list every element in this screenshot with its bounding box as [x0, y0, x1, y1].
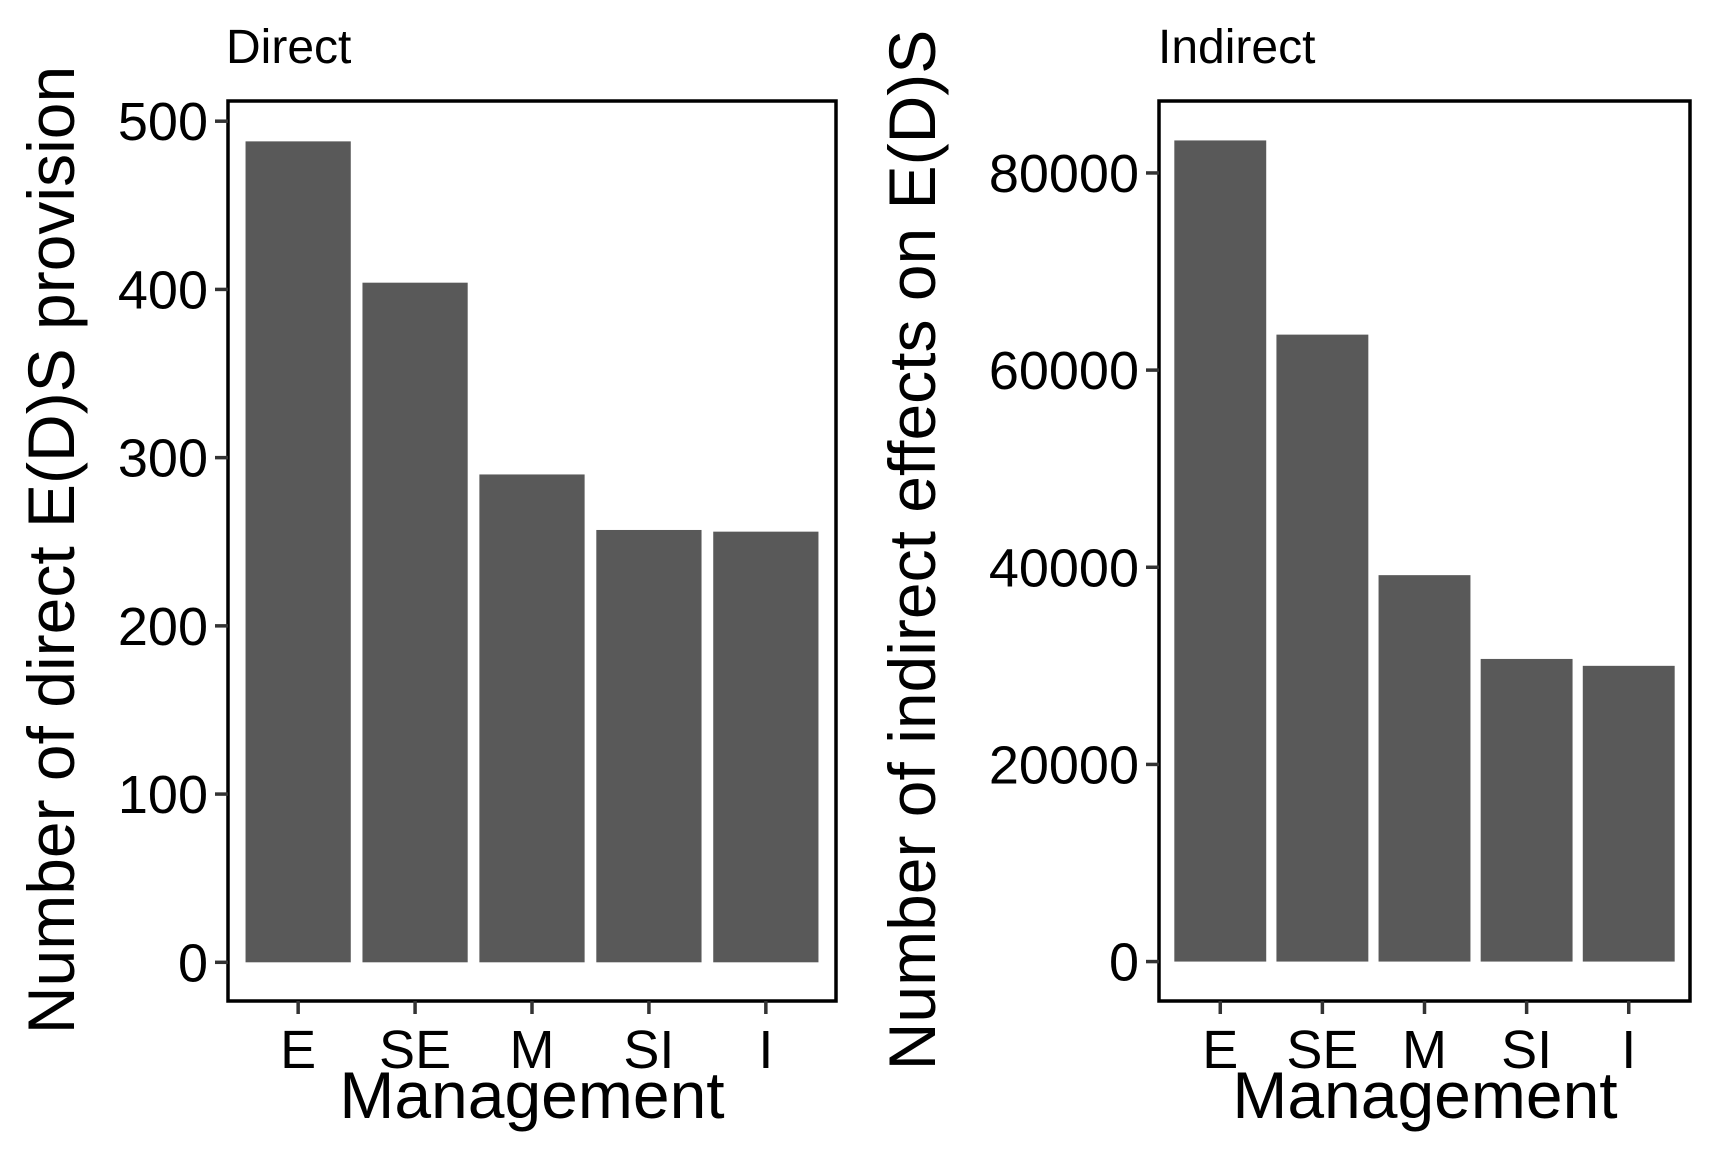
bar-m	[479, 474, 585, 963]
panel-direct: Direct 0 100 200 300 400 500 E SE M SI I Manageme…	[14, 21, 838, 1132]
y-tick-label: 80000	[989, 144, 1139, 204]
y-tick-label: 200	[118, 597, 208, 657]
x-tick-label: SI	[1501, 1020, 1552, 1080]
panel-title: Indirect	[1158, 21, 1315, 74]
y-tick-label: 300	[118, 429, 208, 489]
x-tick-label: M	[1402, 1020, 1447, 1080]
y-tick-label: 20000	[989, 735, 1139, 795]
x-tick-label: E	[280, 1020, 316, 1080]
y-axis-title: Number of direct E(D)S provision	[14, 66, 88, 1034]
y-axis: 0 100 200 300 400 500	[118, 92, 228, 993]
y-tick-label: 40000	[989, 538, 1139, 598]
bar-si	[596, 529, 702, 963]
panel-indirect: Indirect 0 20000 40000 60000 80000 E SE M SI I M…	[875, 21, 1692, 1132]
x-tick-label: SE	[379, 1020, 451, 1080]
bar-i	[713, 531, 819, 963]
x-axis: E SE M SI I	[280, 1001, 773, 1080]
y-tick-label: 0	[178, 933, 208, 993]
bar-m	[1378, 575, 1471, 962]
x-axis-title: Management	[339, 1058, 724, 1132]
y-axis: 0 20000 40000 60000 80000	[989, 144, 1159, 993]
bar-se	[1276, 334, 1369, 962]
bar-e	[245, 141, 351, 963]
y-tick-label: 400	[118, 260, 208, 320]
panel-title: Direct	[226, 21, 351, 74]
y-tick-label: 500	[118, 92, 208, 152]
bar-group	[245, 141, 819, 963]
bar-e	[1174, 140, 1267, 962]
bar-se	[362, 282, 468, 963]
x-tick-label: I	[1621, 1020, 1636, 1080]
bar-group	[1174, 140, 1675, 962]
bar-i	[1582, 665, 1675, 962]
x-tick-label: I	[758, 1020, 773, 1080]
y-tick-label: 100	[118, 765, 208, 825]
x-tick-label: SI	[623, 1020, 674, 1080]
x-tick-label: E	[1202, 1020, 1238, 1080]
y-tick-label: 60000	[989, 341, 1139, 401]
x-tick-label: M	[510, 1020, 555, 1080]
y-tick-label: 0	[1109, 933, 1139, 993]
y-axis-title: Number of indirect effects on E(D)S	[875, 30, 949, 1071]
x-axis-title: Management	[1232, 1058, 1617, 1132]
x-tick-label: SE	[1286, 1020, 1358, 1080]
x-axis: E SE M SI I	[1202, 1001, 1636, 1080]
bar-si	[1480, 658, 1573, 962]
